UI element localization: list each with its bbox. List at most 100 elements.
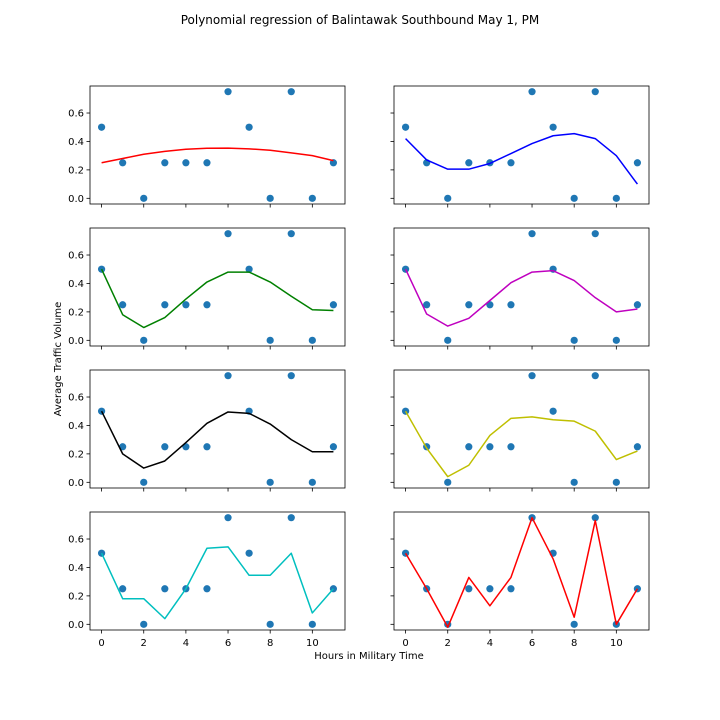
data-point [633,301,642,309]
data-point [570,194,578,202]
subplot-grid: 0.00.20.40.60.00.20.40.60.00.20.40.60.00… [68,85,650,649]
y-tick-label: 0.6 [68,393,84,404]
data-point [549,123,557,131]
x-tick-label: 8 [267,638,273,649]
y-tick-label: 0.2 [68,449,84,460]
x-tick-label: 0 [98,638,104,649]
data-point [633,443,642,451]
data-point [266,478,274,486]
data-point [401,549,410,557]
data-point [528,88,536,96]
data-point [308,336,316,344]
data-point [266,194,274,202]
subplot-3: 0.0 0.2 0.4 0.6 [68,227,346,350]
y-tick-label: 0.6 [68,251,84,262]
data-point [119,159,127,167]
data-point [507,443,515,451]
data-point [287,372,295,380]
data-point [444,194,452,202]
plot-frame [89,227,346,347]
data-point [140,194,148,202]
data-point [119,301,127,309]
regression-line [404,268,638,327]
data-point [486,585,494,593]
subplot-2 [390,85,650,208]
data-point [507,301,515,309]
plot-frame [89,85,346,205]
data-point [119,585,127,593]
y-tick-label: 0.6 [68,109,84,120]
x-tick-label: 6 [529,638,535,649]
data-point [224,88,232,96]
y-tick-label: 0.4 [68,137,84,148]
x-tick-label: 10 [610,638,623,649]
data-point [245,549,253,557]
data-point [97,407,106,415]
figure-title: Polynomial regression of Balintawak Sout… [181,13,540,27]
data-point [528,230,536,238]
data-point [266,620,274,628]
data-point [161,301,169,309]
plot-frame [393,85,650,205]
data-point [203,301,211,309]
data-point [612,336,620,344]
regression-line [100,546,334,620]
x-tick-label: 4 [183,638,189,649]
data-point [245,265,253,273]
data-point [401,123,410,131]
y-tick-label: 0.2 [68,307,84,318]
data-point [570,478,578,486]
regression-line [100,410,334,469]
data-point [308,194,316,202]
plot-frame [393,369,650,489]
data-point [570,336,578,344]
data-point [507,585,515,593]
data-point [486,443,494,451]
data-point [591,230,599,238]
data-point [308,478,316,486]
x-tick-label: 0 [402,638,408,649]
subplot-7: 0.0 0.2 0.4 0.6 0 2 4 6 8 10 [68,511,346,649]
y-tick-label: 0.6 [68,535,84,546]
data-point [570,620,578,628]
data-point [140,336,148,344]
subplot-8: 0 2 4 6 8 10 [390,511,650,649]
data-point [97,549,106,557]
x-tick-label: 4 [487,638,493,649]
x-tick-label: 6 [225,638,231,649]
plot-frame [89,511,346,631]
data-point [161,585,169,593]
data-point [444,336,452,344]
y-tick-label: 0.4 [68,421,84,432]
subplot-5: 0.0 0.2 0.4 0.6 [68,369,346,492]
data-point [507,159,515,167]
data-point [203,585,211,593]
subplot-1: 0.0 0.2 0.4 0.6 [68,85,346,208]
plot-frame [89,369,346,489]
y-tick-label: 0.4 [68,563,84,574]
data-point [329,301,338,309]
data-point [266,336,274,344]
y-tick-label: 0.2 [68,165,84,176]
data-point [224,372,232,380]
regression-line [404,410,638,478]
regression-line [404,516,639,628]
y-tick-label: 0.0 [68,336,84,347]
data-point [140,620,148,628]
data-point [465,159,473,167]
plot-frame [393,227,650,347]
y-tick-label: 0.0 [68,478,84,489]
data-point [423,301,431,309]
data-point [182,301,190,309]
subplot-4 [390,227,650,350]
y-tick-label: 0.4 [68,279,84,290]
data-point [465,443,473,451]
data-point [140,478,148,486]
data-point [161,443,169,451]
data-point [203,159,211,167]
y-tick-label: 0.2 [68,591,84,602]
data-point [308,620,316,628]
x-tick-label: 8 [571,638,577,649]
